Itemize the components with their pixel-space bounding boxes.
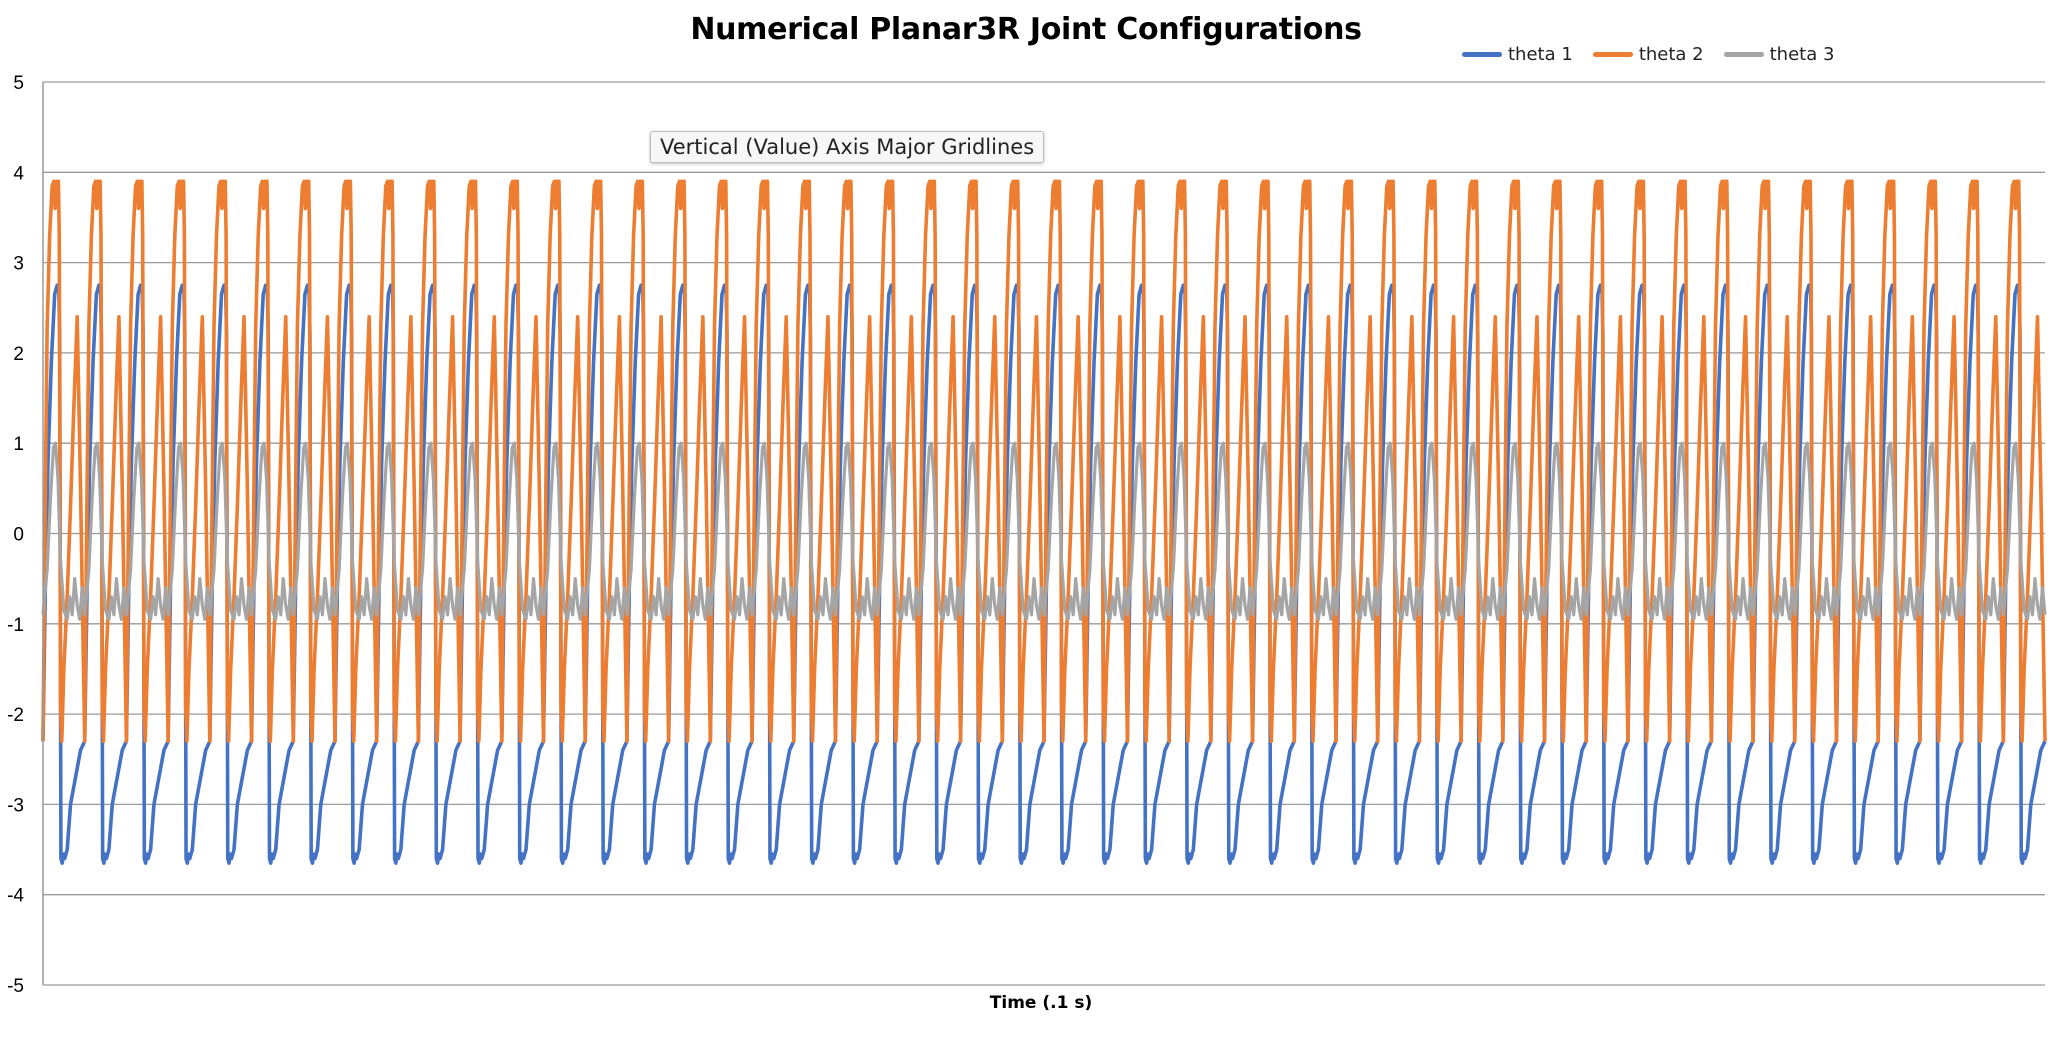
y-tick-label: 3	[13, 254, 24, 275]
y-tick-label: 5	[13, 73, 24, 94]
legend-item-theta-2[interactable]: theta 2	[1592, 44, 1704, 65]
y-tick-label: 1	[13, 434, 24, 455]
y-tick-label: 0	[13, 525, 24, 546]
y-axis-tick-labels: 5 4 3 2 1 0 -1 -2 -3 -4 -5	[7, 73, 24, 997]
series-line-theta-3[interactable]	[41, 441, 2047, 621]
y-tick-label: 2	[13, 344, 24, 365]
legend-swatch-theta-1	[1462, 52, 1502, 57]
y-tick-label: 4	[13, 163, 24, 184]
y-tick-label: -2	[7, 705, 24, 726]
legend-item-theta-3[interactable]: theta 3	[1723, 44, 1835, 65]
chart-title: Numerical Planar3R Joint Configurations	[690, 12, 1362, 47]
y-tick-label: -3	[7, 795, 24, 816]
series-lines[interactable]	[41, 179, 2047, 865]
gridlines-tooltip: Vertical (Value) Axis Major Gridlines	[650, 131, 1045, 163]
legend-swatch-theta-2	[1592, 52, 1633, 57]
legend-label-theta-2: theta 2	[1638, 44, 1704, 65]
y-tick-label: -4	[7, 886, 24, 907]
y-tick-label: -1	[7, 615, 24, 636]
legend-swatch-theta-3	[1723, 52, 1764, 57]
legend-label-theta-3: theta 3	[1769, 44, 1835, 65]
legend-label-theta-1: theta 1	[1508, 44, 1573, 65]
x-axis-title: Time (.1 s)	[989, 993, 1093, 1013]
series-line-theta-2[interactable]	[41, 179, 2047, 743]
y-tick-label: -5	[7, 976, 24, 997]
legend[interactable]: theta 1 theta 2 theta 3	[1462, 44, 1834, 65]
legend-item-theta-1[interactable]: theta 1	[1462, 44, 1573, 65]
